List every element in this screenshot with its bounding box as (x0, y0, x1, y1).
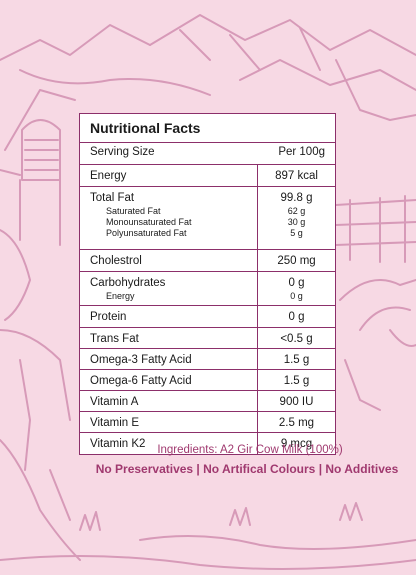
nutrition-facts-panel: Nutritional Facts Serving Size Per 100g … (79, 113, 336, 455)
nutrient-label: Carbohydrates (90, 277, 166, 289)
panel-title: Nutritional Facts (80, 114, 335, 143)
nutrient-row: Carbohydrates Energy 0 g 0 g (80, 272, 335, 306)
sub-nutrient-label: Energy (106, 291, 135, 301)
nutrient-group-values: 99.8 g 62 g 30 g 5 g (257, 187, 335, 249)
nutrient-row: Vitamin A 900 IU (80, 391, 335, 412)
nutrient-group-labels: Total Fat Saturated Fat Monounsaturated … (80, 187, 257, 239)
fence-sketch (335, 195, 416, 263)
serving-size-label: Serving Size (90, 146, 155, 158)
nutrient-row: Trans Fat <0.5 g (80, 328, 335, 349)
cow-sketch-left (0, 229, 81, 561)
sub-nutrient-value: 30 g (287, 217, 306, 227)
nutrient-value: 1.5 g (257, 370, 335, 390)
nutrient-group-values: 0 g 0 g (257, 272, 335, 305)
nutrient-value: 1.5 g (257, 349, 335, 369)
nutrient-row: Vitamin E 2.5 mg (80, 412, 335, 433)
sub-nutrient-value: 62 g (287, 206, 306, 216)
nutrient-group-labels: Carbohydrates Energy (80, 272, 257, 302)
serving-size-row: Serving Size Per 100g (80, 143, 335, 165)
nutrient-value: 0 g (257, 306, 335, 327)
nutrient-value: <0.5 g (257, 328, 335, 348)
nutrient-value: 900 IU (257, 391, 335, 411)
nutrient-label: Vitamin K2 (90, 438, 146, 450)
ingredients-text: Ingredients: A2 Gir Cow Milk (100%) (157, 444, 343, 456)
nutrient-label: Energy (90, 170, 127, 182)
nutrient-row: Vitamin K2 9 mcg (80, 433, 335, 454)
nutrient-row: Omega-3 Fatty Acid 1.5 g (80, 349, 335, 370)
nutrient-value: 9 mcg (257, 433, 335, 454)
nutrient-label: Trans Fat (90, 333, 139, 345)
nutrient-row: Cholestrol 250 mg (80, 250, 335, 272)
barn-sketch (0, 89, 76, 246)
cow-sketch (339, 279, 416, 411)
nutrient-value: 99.8 g (280, 192, 313, 204)
product-claims: No Preservatives | No Artifical Colours … (95, 462, 399, 476)
nutrient-label: Cholestrol (90, 255, 142, 267)
nutrient-value: 2.5 mg (257, 412, 335, 432)
mountains-sketch (0, 14, 416, 121)
nutrient-label: Omega-3 Fatty Acid (90, 354, 192, 366)
nutrient-row: Total Fat Saturated Fat Monounsaturated … (80, 187, 335, 250)
grass-sketch (0, 502, 416, 570)
nutrient-row: Protein 0 g (80, 306, 335, 328)
sub-nutrient-label: Polyunsaturated Fat (106, 228, 187, 238)
nutrient-label: Vitamin E (90, 417, 140, 429)
nutrient-label: Omega-6 Fatty Acid (90, 375, 192, 387)
sub-nutrient-label: Monounsaturated Fat (106, 217, 192, 227)
nutrient-label: Vitamin A (90, 396, 139, 408)
nutrient-value: 0 g (288, 277, 305, 289)
sub-nutrient-label: Saturated Fat (106, 206, 161, 216)
nutrient-value: 897 kcal (257, 165, 335, 186)
serving-size-value: Per 100g (278, 146, 325, 158)
sub-nutrient-value: 0 g (290, 291, 303, 301)
nutrient-value: 250 mg (257, 250, 335, 271)
nutrient-row: Energy 897 kcal (80, 165, 335, 187)
nutrient-row: Omega-6 Fatty Acid 1.5 g (80, 370, 335, 391)
nutrient-label: Total Fat (90, 192, 135, 204)
sub-nutrient-value: 5 g (290, 228, 303, 238)
nutrient-label: Protein (90, 311, 127, 323)
